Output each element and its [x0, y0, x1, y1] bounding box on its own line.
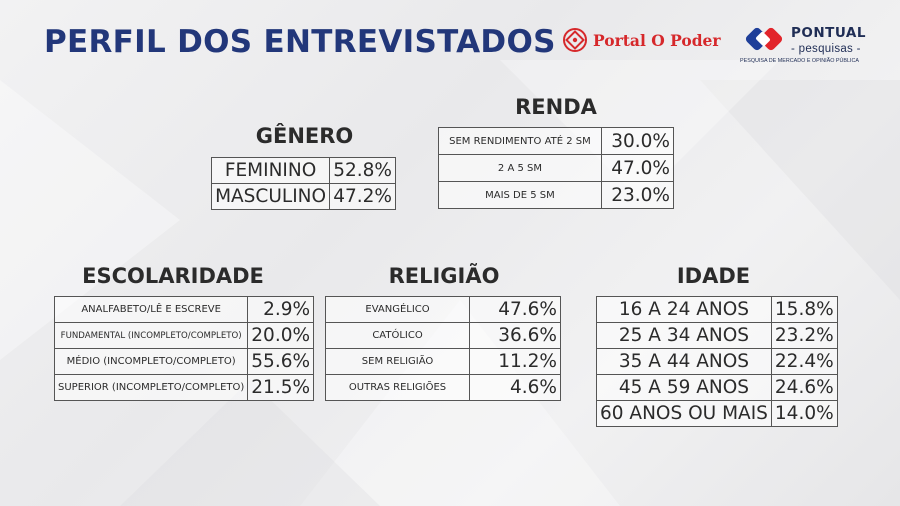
- pontual-emblem-icon: [745, 27, 783, 51]
- table-row: MAIS DE 5 SM 23.0%: [438, 181, 675, 209]
- row-value: 4.6%: [469, 374, 561, 401]
- table-row: ANALFABETO/LÊ E ESCREVE 2.9%: [53, 296, 315, 323]
- row-label: SEM RELIGIÃO: [324, 348, 471, 375]
- portal-logo-text: Portal O Poder: [593, 30, 721, 50]
- table-row: 35 A 44 ANOS 22.4%: [596, 348, 838, 375]
- row-value: 55.6%: [247, 348, 315, 375]
- row-label: ANALFABETO/LÊ E ESCREVE: [53, 296, 249, 323]
- row-value: 47.0%: [600, 154, 675, 182]
- idade-table: 16 A 24 ANOS 15.8% 25 A 34 ANOS 23.2% 35…: [596, 296, 838, 427]
- pontual-tagline: PESQUISA DE MERCADO E OPINIÃO PÚBLICA: [740, 58, 859, 64]
- row-label: 16 A 24 ANOS: [596, 296, 772, 323]
- table-row: SEM RELIGIÃO 11.2%: [324, 348, 561, 375]
- row-value: 21.5%: [247, 374, 315, 401]
- row-value: 24.6%: [770, 374, 838, 401]
- row-value: 47.2%: [329, 183, 396, 210]
- genero-title: GÊNERO: [255, 124, 354, 148]
- row-value: 22.4%: [770, 348, 838, 375]
- table-row: FUNDAMENTAL (INCOMPLETO/COMPLETO) 20.0%: [53, 322, 315, 349]
- row-label: 2 A 5 SM: [438, 154, 602, 182]
- row-value: 11.2%: [469, 348, 561, 375]
- row-label: MAIS DE 5 SM: [438, 181, 602, 209]
- table-row: FEMININO 52.8%: [210, 157, 396, 184]
- row-label: MASCULINO: [210, 183, 331, 210]
- row-value: 14.0%: [770, 400, 838, 427]
- pontual-sub: - pesquisas -: [791, 43, 861, 55]
- row-label: SUPERIOR (INCOMPLETO/COMPLETO): [53, 374, 249, 401]
- religiao-table: EVANGÉLICO 47.6% CATÓLICO 36.6% SEM RELI…: [324, 296, 561, 401]
- row-label: MÉDIO (INCOMPLETO/COMPLETO): [53, 348, 249, 375]
- row-value: 52.8%: [329, 157, 396, 184]
- row-value: 2.9%: [247, 296, 315, 323]
- table-row: 25 A 34 ANOS 23.2%: [596, 322, 838, 349]
- row-value: 47.6%: [469, 296, 561, 323]
- row-label: OUTRAS RELIGIÕES: [324, 374, 471, 401]
- renda-title: RENDA: [515, 95, 597, 119]
- pontual-brand: PONTUAL: [791, 25, 866, 41]
- row-label: 25 A 34 ANOS: [596, 322, 772, 349]
- table-row: SEM RENDIMENTO ATÉ 2 SM 30.0%: [438, 127, 675, 155]
- religiao-title: RELIGIÃO: [388, 264, 500, 288]
- row-label: 45 A 59 ANOS: [596, 374, 772, 401]
- table-row: CATÓLICO 36.6%: [324, 322, 561, 349]
- table-row: OUTRAS RELIGIÕES 4.6%: [324, 374, 561, 401]
- row-value: 15.8%: [770, 296, 838, 323]
- escolaridade-table: ANALFABETO/LÊ E ESCREVE 2.9% FUNDAMENTAL…: [53, 296, 315, 401]
- row-value: 20.0%: [247, 322, 315, 349]
- row-label: FEMININO: [210, 157, 331, 184]
- row-value: 23.2%: [770, 322, 838, 349]
- row-label: EVANGÉLICO: [324, 296, 471, 323]
- row-value: 36.6%: [469, 322, 561, 349]
- table-row: 60 ANOS OU MAIS 14.0%: [596, 400, 838, 427]
- row-value: 30.0%: [600, 127, 675, 155]
- table-row: MÉDIO (INCOMPLETO/COMPLETO) 55.6%: [53, 348, 315, 375]
- page-title: PERFIL DOS ENTREVISTADOS: [44, 24, 556, 60]
- table-row: 45 A 59 ANOS 24.6%: [596, 374, 838, 401]
- row-value: 23.0%: [600, 181, 675, 209]
- portal-o-poder-logo: Portal O Poder: [563, 28, 721, 52]
- row-label: CATÓLICO: [324, 322, 471, 349]
- table-row: 2 A 5 SM 47.0%: [438, 154, 675, 182]
- idade-title: IDADE: [676, 264, 751, 288]
- pontual-pesquisas-logo: PONTUAL - pesquisas - PESQUISA DE MERCAD…: [740, 24, 874, 70]
- row-label: 35 A 44 ANOS: [596, 348, 772, 375]
- row-label: FUNDAMENTAL (INCOMPLETO/COMPLETO): [53, 322, 249, 349]
- table-row: EVANGÉLICO 47.6%: [324, 296, 561, 323]
- escolaridade-title: ESCOLARIDADE: [82, 264, 264, 288]
- table-row: SUPERIOR (INCOMPLETO/COMPLETO) 21.5%: [53, 374, 315, 401]
- genero-table: FEMININO 52.8% MASCULINO 47.2%: [210, 157, 396, 210]
- renda-table: SEM RENDIMENTO ATÉ 2 SM 30.0% 2 A 5 SM 4…: [438, 127, 675, 209]
- row-label: SEM RENDIMENTO ATÉ 2 SM: [438, 127, 602, 155]
- table-row: MASCULINO 47.2%: [210, 183, 396, 210]
- portal-emblem-icon: [563, 28, 587, 52]
- row-label: 60 ANOS OU MAIS: [596, 400, 772, 427]
- table-row: 16 A 24 ANOS 15.8%: [596, 296, 838, 323]
